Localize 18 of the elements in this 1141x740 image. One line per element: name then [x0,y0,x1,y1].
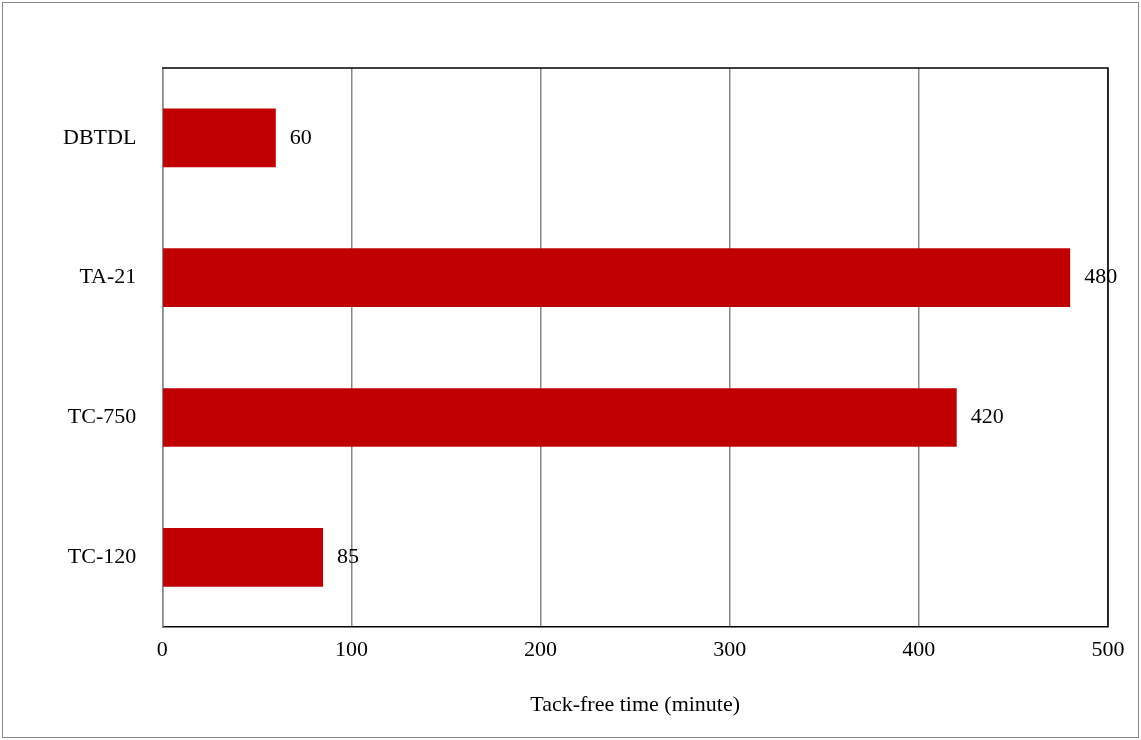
x-axis-title: Tack-free time (minute) [530,690,741,716]
x-tick-label: 500 [1091,636,1125,662]
data-label: 60 [289,123,312,149]
x-tick-label: 200 [524,636,558,662]
y-tick-label: TC-120 [67,543,137,569]
bar [163,527,324,587]
y-tick-label: TC-750 [67,403,137,429]
y-tick-label: DBTDL [63,123,137,149]
x-tick-label: 400 [902,636,936,662]
bar [163,388,957,447]
data-label: 420 [970,403,1004,429]
data-label: 85 [337,543,360,569]
bar [163,108,276,168]
x-tick-label: 0 [156,636,168,662]
bar [163,248,1071,308]
x-tick-label: 100 [334,636,368,662]
y-tick-label: TA-21 [79,263,137,289]
x-tick-label: 300 [713,636,747,662]
